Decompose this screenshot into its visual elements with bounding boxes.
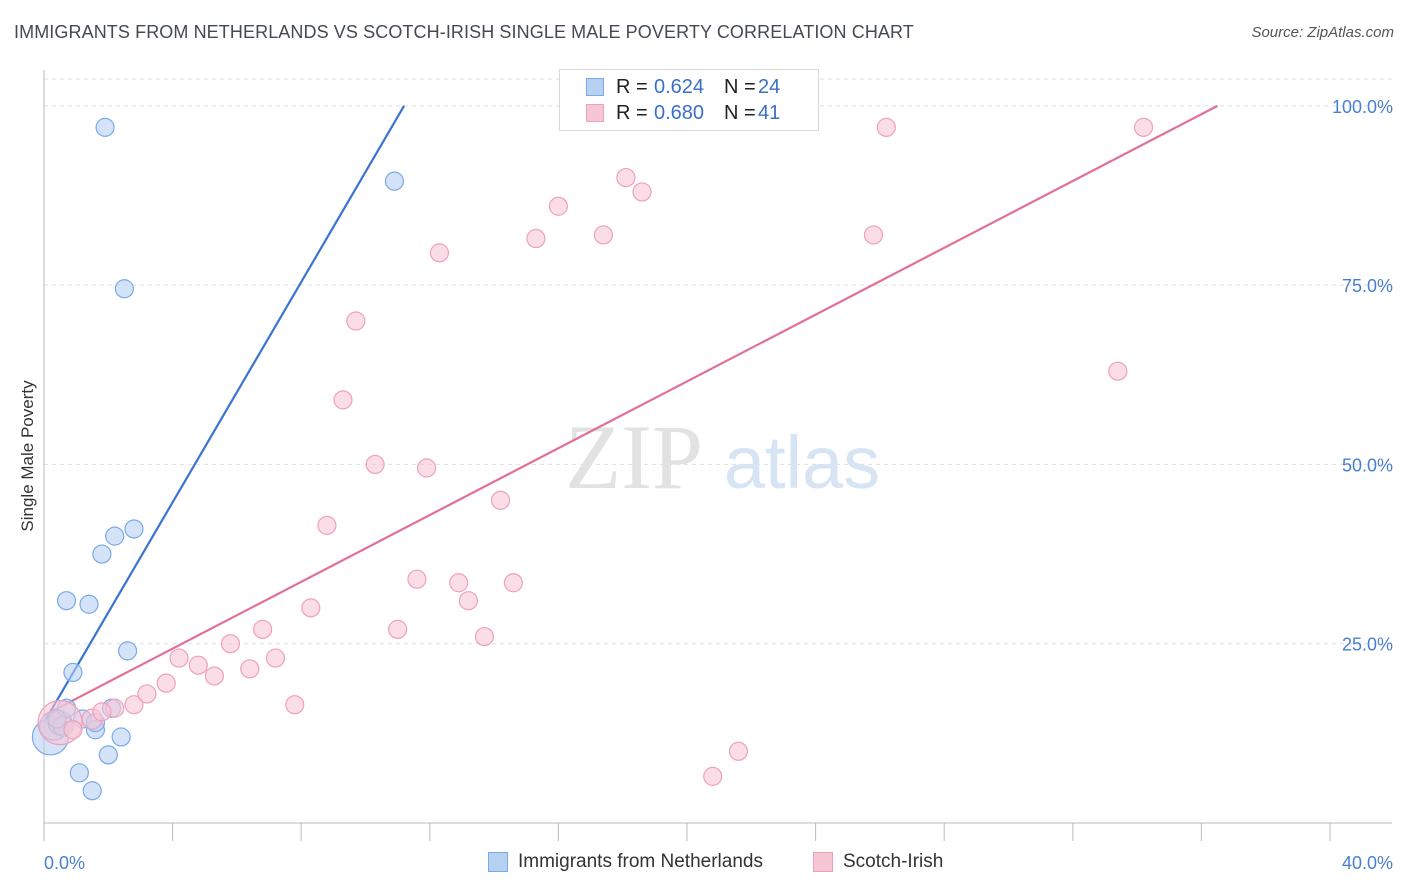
y-tick-label: 50.0%	[1342, 455, 1393, 475]
point-scotch-irish	[449, 573, 469, 593]
legend-swatch-pink	[586, 104, 604, 122]
point-scotch-irish	[204, 666, 224, 686]
legend-n-value: 41	[758, 101, 781, 124]
x-tick-label: 40.0%	[1342, 853, 1393, 873]
legend-n-label: N =	[724, 75, 756, 98]
point-netherlands	[63, 662, 83, 683]
legend-label-scotch-irish: Scotch-Irish	[843, 851, 944, 872]
point-scotch-irish	[863, 225, 884, 245]
point-scotch-irish	[490, 490, 511, 510]
point-netherlands	[105, 526, 125, 546]
point-scotch-irish	[265, 648, 286, 668]
legend-n-value: 24	[758, 75, 781, 98]
trendlines	[43, 104, 1218, 724]
point-scotch-irish	[365, 454, 385, 475]
point-scotch-irish	[548, 196, 569, 216]
legend-r-value: 0.624	[654, 75, 705, 98]
point-scotch-irish	[156, 673, 176, 693]
point-scotch-irish	[63, 720, 83, 740]
point-scotch-irish	[474, 626, 495, 647]
point-scotch-irish	[429, 243, 450, 263]
point-scotch-irish	[616, 167, 636, 188]
trendline-netherlands	[43, 105, 406, 724]
point-netherlands	[117, 641, 138, 661]
y-tick-label: 25.0%	[1342, 635, 1393, 655]
legend-n-label: N =	[724, 101, 756, 124]
point-scotch-irish	[1133, 117, 1154, 137]
point-netherlands	[95, 117, 115, 137]
point-scotch-irish	[388, 619, 408, 639]
point-scotch-irish	[124, 695, 144, 715]
gridlines	[44, 78, 1392, 645]
point-netherlands	[92, 544, 112, 564]
legend-r-value: 0.680	[654, 101, 705, 124]
point-netherlands	[111, 727, 131, 747]
point-scotch-irish	[503, 573, 523, 593]
source-label: Source: ZipAtlas.com	[1251, 24, 1394, 41]
legend-swatch-blue	[586, 78, 604, 96]
point-scotch-irish	[169, 648, 189, 668]
watermark: ZIP atlas	[565, 406, 880, 508]
y-tick-label: 75.0%	[1342, 276, 1393, 296]
point-netherlands	[79, 594, 99, 614]
point-scotch-irish	[92, 702, 112, 722]
point-netherlands	[124, 519, 144, 539]
point-scotch-irish	[703, 766, 723, 786]
correlation-legend: R = 0.624 N = 24 R = 0.680 N = 41	[559, 69, 819, 131]
legend-row-netherlands: R = 0.624 N = 24	[586, 75, 780, 99]
point-scotch-irish	[416, 458, 437, 478]
point-scotch-irish	[593, 225, 614, 245]
watermark-atlas: atlas	[724, 421, 880, 504]
point-scotch-irish	[407, 569, 427, 589]
point-netherlands	[384, 171, 405, 191]
point-scotch-irish	[632, 182, 652, 202]
y-axis-label: Single Male Poverty	[18, 380, 37, 532]
watermark-zip: ZIP	[565, 406, 703, 508]
point-scotch-irish	[240, 659, 260, 679]
point-netherlands	[56, 591, 77, 611]
axes	[43, 70, 1392, 841]
legend-item-scotch-irish[interactable]: Scotch-Irish	[813, 851, 943, 873]
point-netherlands	[98, 745, 118, 765]
point-scotch-irish	[253, 619, 273, 639]
tick-labels: 25.0% 50.0% 75.0% 100.0% 0.0% 40.0%	[44, 97, 1393, 873]
point-scotch-irish	[876, 117, 896, 137]
point-netherlands	[114, 279, 134, 299]
trendline-scotch-irish	[43, 104, 1218, 717]
point-netherlands	[82, 781, 102, 801]
point-scotch-irish	[188, 655, 208, 675]
point-scotch-irish	[220, 634, 241, 654]
data-points	[31, 117, 1154, 801]
legend-r-label: R =	[616, 75, 648, 98]
legend-row-scotch-irish: R = 0.680 N = 41	[586, 101, 780, 125]
legend-item-netherlands[interactable]: Immigrants from Netherlands	[488, 851, 763, 873]
legend-label-netherlands: Immigrants from Netherlands	[518, 851, 763, 872]
point-scotch-irish	[1108, 361, 1128, 381]
legend-swatch-blue	[488, 852, 508, 872]
point-scotch-irish	[285, 695, 305, 715]
series-legend: Immigrants from Netherlands Scotch-Irish	[0, 851, 1406, 877]
point-scotch-irish	[728, 741, 749, 761]
legend-r-label: R =	[616, 101, 648, 124]
x-tick-label: 0.0%	[44, 853, 85, 873]
legend-swatch-pink	[813, 852, 833, 872]
point-netherlands	[69, 763, 89, 783]
point-scotch-irish	[458, 591, 478, 611]
point-scotch-irish	[526, 228, 546, 249]
point-scotch-irish	[333, 390, 353, 410]
point-scotch-irish	[301, 598, 321, 618]
point-scotch-irish	[137, 684, 157, 704]
point-scotch-irish	[317, 515, 337, 535]
y-tick-label: 100.0%	[1332, 97, 1393, 117]
point-scotch-irish	[346, 311, 366, 331]
chart-title: IMMIGRANTS FROM NETHERLANDS VS SCOTCH-IR…	[14, 22, 914, 42]
